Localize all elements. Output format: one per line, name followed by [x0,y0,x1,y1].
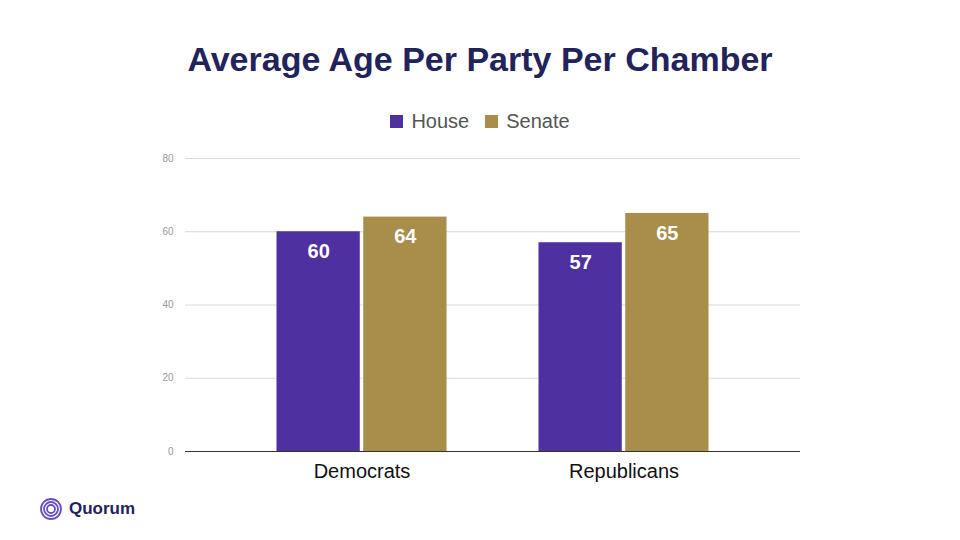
svg-text:0: 0 [168,446,174,457]
svg-text:20: 20 [162,372,174,383]
svg-text:80: 80 [162,153,174,164]
svg-text:60: 60 [308,240,330,262]
html-text:Senate: Senate [506,110,570,132]
svg-text:57: 57 [570,251,592,273]
html-text:Average Age Per Party Per Cham: Average Age Per Party Per Chamber [187,40,773,78]
svg-text:65: 65 [656,222,678,244]
svg-text:60: 60 [162,226,174,237]
svg-text:64: 64 [394,225,417,247]
svg-text:40: 40 [162,299,174,310]
svg-text:Democrats: Democrats [314,460,411,482]
html-text:Quorum: Quorum [69,499,136,518]
html-text:House: House [411,110,470,132]
svg-text:Republicans: Republicans [569,460,679,482]
